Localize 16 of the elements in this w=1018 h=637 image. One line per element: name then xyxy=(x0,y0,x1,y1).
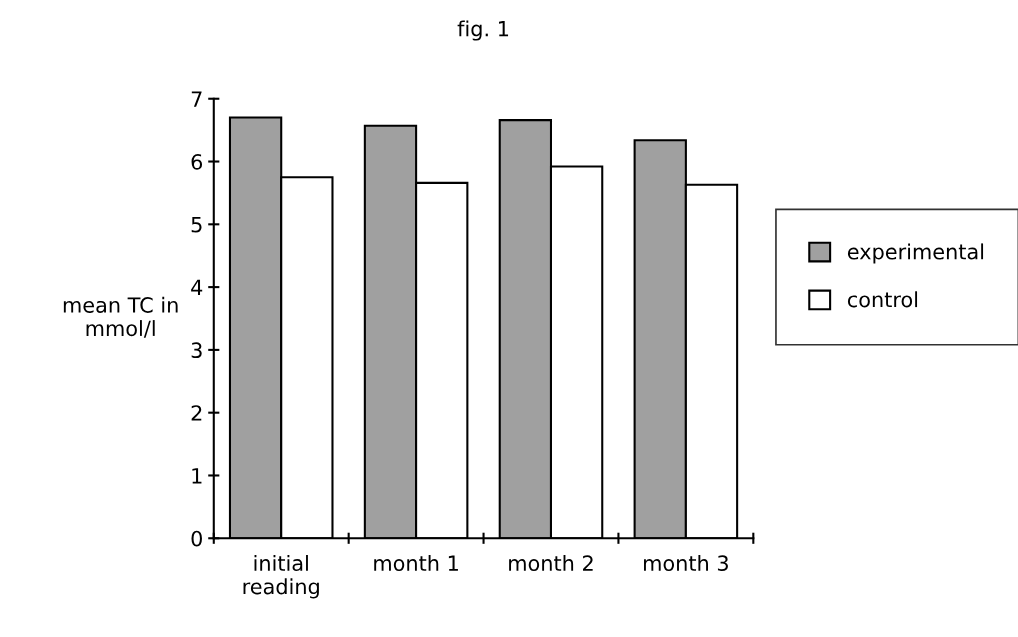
y-tick-label: 3 xyxy=(191,342,202,359)
y-axis-title: mean TC in mmol/l xyxy=(63,296,178,338)
x-tick-label: month 3 xyxy=(644,554,728,572)
legend-label: control xyxy=(847,291,918,308)
legend-label: experimental xyxy=(847,243,984,264)
x-tick-label: month 1 xyxy=(374,554,458,572)
y-tick-label: 5 xyxy=(191,217,202,233)
y-tick-label: 2 xyxy=(191,405,202,421)
x-tick-label: initial reading xyxy=(243,554,319,599)
y-tick-label: 6 xyxy=(191,153,203,170)
y-tick-label: 4 xyxy=(191,279,203,296)
y-tick-label: 0 xyxy=(191,530,202,547)
y-tick-label: 1 xyxy=(192,468,202,484)
chart-title: fig. 1 xyxy=(457,20,509,41)
y-tick-label: 7 xyxy=(191,91,202,107)
x-tick-label: month 2 xyxy=(509,554,593,572)
